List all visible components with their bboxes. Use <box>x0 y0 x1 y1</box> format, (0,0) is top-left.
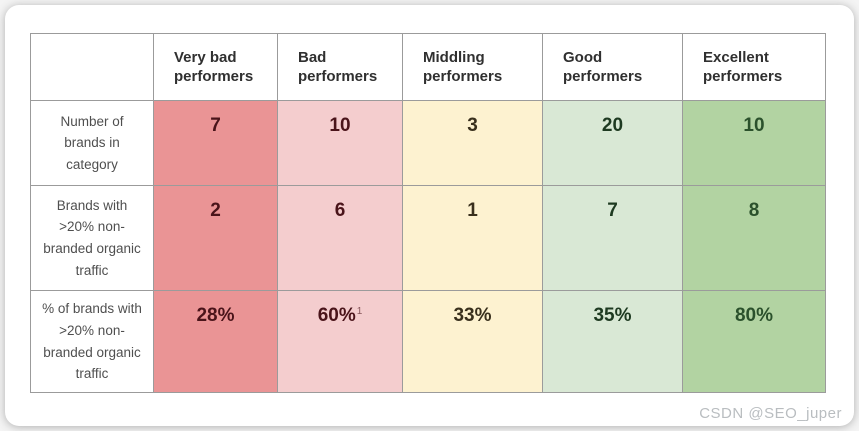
cell-value: 60%1 <box>277 290 403 393</box>
cell-value: 33% <box>402 290 543 393</box>
cell-value: 10 <box>277 100 403 186</box>
performance-table: Very bad performers Bad performers Middl… <box>30 33 826 393</box>
cell-value: 35% <box>542 290 683 393</box>
cell-value: 7 <box>153 100 278 186</box>
row-label: Brands with >20% non-branded organic tra… <box>30 185 154 291</box>
row-label: % of brands with >20% non-branded organi… <box>30 290 154 393</box>
corner-cell <box>30 33 154 101</box>
cell-value: 3 <box>402 100 543 186</box>
header-row: Very bad performers Bad performers Middl… <box>30 33 826 101</box>
table-row-brands-over-20pct: Brands with >20% non-branded organic tra… <box>30 185 826 291</box>
csdn-watermark: CSDN @SEO_juper <box>699 405 842 422</box>
table-row-pct-of-brands: % of brands with >20% non-branded organi… <box>30 290 826 393</box>
cell-value: 8 <box>682 185 826 291</box>
table-card: Very bad performers Bad performers Middl… <box>5 5 854 426</box>
row-label: Number of brands in category <box>30 100 154 186</box>
footnote-marker: 1 <box>356 305 363 317</box>
cell-value: 28% <box>153 290 278 393</box>
cell-value: 2 <box>153 185 278 291</box>
cell-value: 6 <box>277 185 403 291</box>
cell-value: 20 <box>542 100 683 186</box>
table-row-number-of-brands: Number of brands in category 7 10 3 20 1… <box>30 100 826 186</box>
cell-value: 80% <box>682 290 826 393</box>
col-header-excellent: Excellent performers <box>682 33 826 101</box>
col-header-very-bad: Very bad performers <box>153 33 278 101</box>
col-header-middling: Middling performers <box>402 33 543 101</box>
cell-value: 7 <box>542 185 683 291</box>
col-header-good: Good performers <box>542 33 683 101</box>
col-header-bad: Bad performers <box>277 33 403 101</box>
cell-value: 1 <box>402 185 543 291</box>
cell-value: 10 <box>682 100 826 186</box>
